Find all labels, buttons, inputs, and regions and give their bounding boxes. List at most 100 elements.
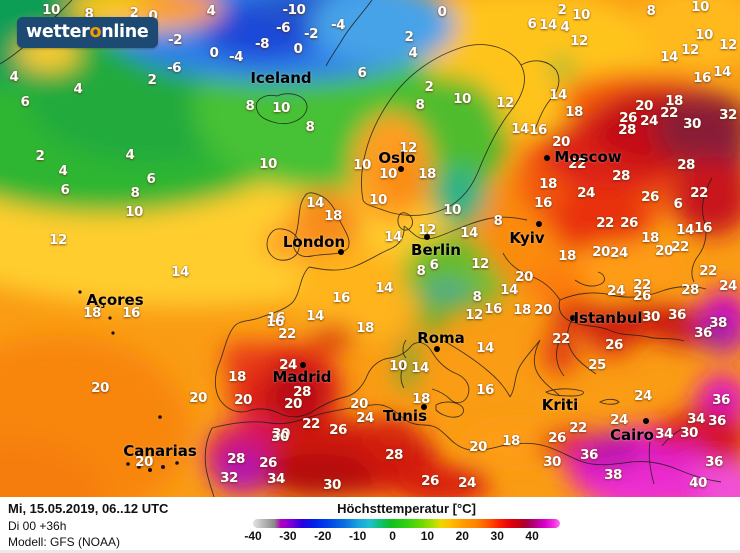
temp-value: 32 <box>220 470 238 486</box>
temp-value: 10 <box>369 192 387 208</box>
temp-value: 20 <box>552 134 570 150</box>
city-label-london: London <box>282 233 346 251</box>
legend-tick: -20 <box>314 529 332 543</box>
city-label-madrid: Madrid <box>272 368 332 386</box>
temp-value: 26 <box>421 473 439 489</box>
temp-value: 20 <box>350 396 368 412</box>
model-run: Di 00 +36h <box>8 519 67 533</box>
temp-value: 18 <box>641 230 659 246</box>
temp-value: 20 <box>534 302 552 318</box>
temp-value: 12 <box>418 222 436 238</box>
city-dot-kyiv <box>536 221 542 227</box>
temp-value: 14 <box>375 280 393 296</box>
temp-value: 36 <box>705 454 723 470</box>
temp-value: 4 <box>9 69 19 85</box>
legend-ticks: -40 -30 -20 -10 0 10 20 30 40 <box>244 529 560 545</box>
temp-value: 14 <box>476 340 494 356</box>
city-dot-oslo <box>398 166 404 172</box>
temp-value: 6 <box>20 94 30 110</box>
temp-value: 12 <box>471 256 489 272</box>
temp-value: -2 <box>304 26 319 42</box>
temp-value: 30 <box>683 116 701 132</box>
temp-value: 0 <box>209 45 219 61</box>
temp-value: 2 <box>404 29 414 45</box>
city-label-kriti: Kriti <box>541 396 579 414</box>
temp-value: 18 <box>539 176 557 192</box>
temp-value: 22 <box>302 416 320 432</box>
temp-value: 22 <box>278 326 296 342</box>
temp-value: 16 <box>693 70 711 86</box>
temp-value: 26 <box>620 215 638 231</box>
legend-tick: -40 <box>244 529 262 543</box>
temp-value: 28 <box>677 157 695 173</box>
temp-value: 10 <box>453 91 471 107</box>
temp-value: 2 <box>424 79 434 95</box>
temp-value: 22 <box>671 239 689 255</box>
temp-value: 28 <box>385 447 403 463</box>
city-label-oslo: Oslo <box>378 149 416 167</box>
temp-value: 18 <box>418 166 436 182</box>
temp-value: 0 <box>148 8 158 24</box>
city-dot-tunis <box>421 404 427 410</box>
temp-value: 14 <box>660 49 678 65</box>
temp-value: 0 <box>293 41 303 57</box>
temp-value: 14 <box>539 17 557 33</box>
temp-value: 26 <box>548 430 566 446</box>
temp-value: 36 <box>580 447 598 463</box>
temp-value: 36 <box>668 307 686 323</box>
temp-value: 22 <box>633 277 651 293</box>
temp-value: 14 <box>171 264 189 280</box>
temp-value: 12 <box>399 140 417 156</box>
temp-value: 20 <box>284 396 302 412</box>
temp-value: 16 <box>484 301 502 317</box>
temp-value: 14 <box>411 360 429 376</box>
temp-value: -6 <box>167 60 182 76</box>
temp-value: 16 <box>332 290 350 306</box>
wetteronline-logo[interactable]: wetteronline <box>17 17 158 48</box>
temp-value: 4 <box>206 3 216 19</box>
legend-tick: 40 <box>525 529 539 543</box>
city-dot-moscow <box>544 155 550 161</box>
valid-datetime: Mi, 15.05.2019, 06..12 UTC <box>8 501 169 516</box>
temp-value: 8 <box>646 3 656 19</box>
logo-text-part1: wetter <box>26 22 90 42</box>
temp-value: 26 <box>329 422 347 438</box>
temp-value: 14 <box>511 121 529 137</box>
temp-value: 18 <box>324 208 342 224</box>
temp-value: 22 <box>699 263 717 279</box>
temp-value: 24 <box>610 412 628 428</box>
temp-value: 2 <box>129 5 139 21</box>
temp-value: 10 <box>259 156 277 172</box>
temp-value: 4 <box>560 19 570 35</box>
temp-value: 18 <box>513 302 531 318</box>
temp-value: 28 <box>612 168 630 184</box>
temp-value: 18 <box>665 93 683 109</box>
city-dot-cairo <box>643 418 649 424</box>
temp-value: 18 <box>565 104 583 120</box>
temp-value: -6 <box>276 20 291 36</box>
temp-value: 34 <box>267 471 285 487</box>
legend-tick: 30 <box>490 529 504 543</box>
temp-value: 24 <box>458 475 476 491</box>
europe-temperature-map[interactable]: 10 8 2 0 4 -10 -6 -2 -4 -8 0 0 -4 -2 -6 2 4 4 6 0 2 4 2 10 6 14 4 1… <box>0 0 740 497</box>
temp-value: 4 <box>408 45 418 61</box>
temp-value: 10 <box>389 358 407 374</box>
temp-value: 14 <box>306 195 324 211</box>
temp-value: 12 <box>496 95 514 111</box>
temp-value: 0 <box>437 4 447 20</box>
legend-tick: 10 <box>420 529 435 543</box>
temp-value: 20 <box>592 244 610 260</box>
temp-value: 20 <box>515 269 533 285</box>
temp-value: 24 <box>719 278 737 294</box>
temp-value: 24 <box>610 245 628 261</box>
city-dot-roma <box>434 346 440 352</box>
temp-value: 24 <box>640 113 658 129</box>
temp-value: 34 <box>687 411 705 427</box>
city-label-açores: Açores <box>86 291 144 309</box>
temp-value: 12 <box>681 42 699 58</box>
city-label-berlin: Berlin <box>411 241 461 259</box>
temperature-field <box>0 0 740 497</box>
temp-value: 20 <box>655 243 673 259</box>
temp-value: 16 <box>476 382 494 398</box>
